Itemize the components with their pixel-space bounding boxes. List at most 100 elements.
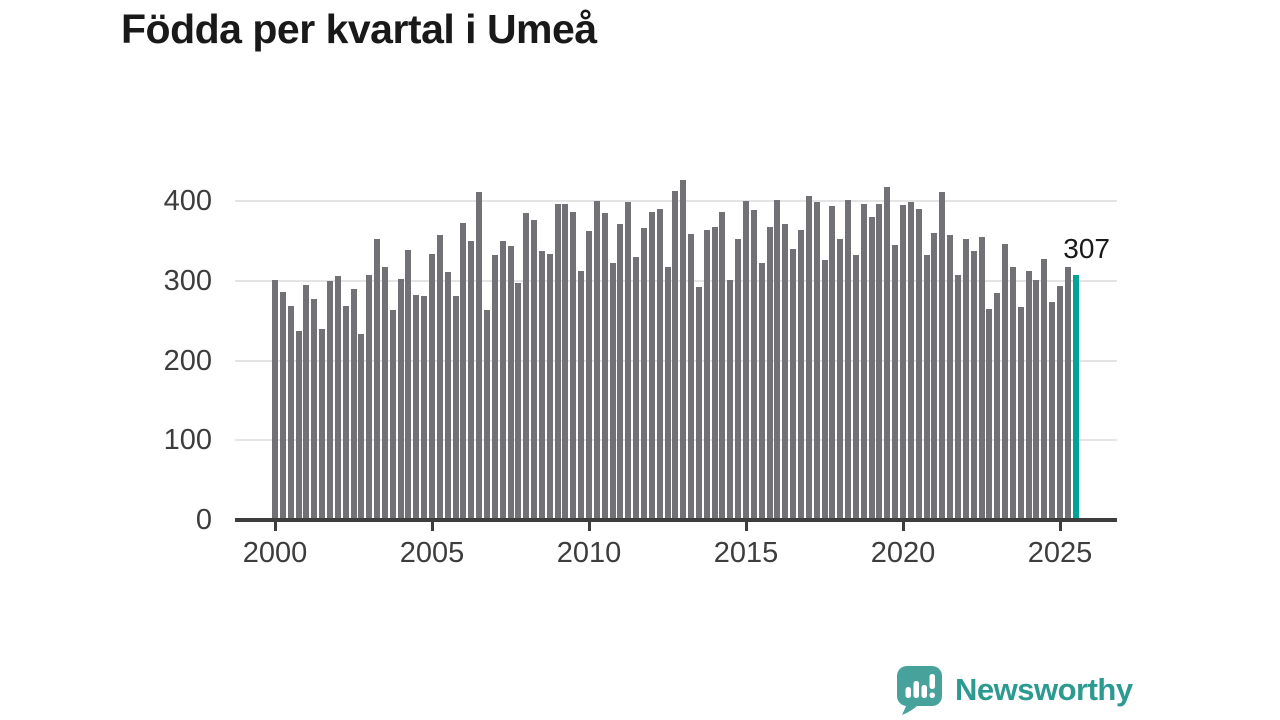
y-axis-tick-label-200: 200 bbox=[163, 344, 212, 377]
x-axis-tick-label-2025: 2025 bbox=[1027, 537, 1093, 569]
bar-2021Q2 bbox=[939, 192, 946, 520]
bar-2008Q4 bbox=[546, 253, 553, 520]
bar-2023Q3 bbox=[1009, 267, 1016, 520]
bar-2015Q3 bbox=[758, 263, 765, 520]
bar-2005Q4 bbox=[452, 296, 459, 520]
bar-2006Q2 bbox=[468, 241, 475, 520]
bar-2024Q2 bbox=[1033, 280, 1040, 520]
bar-2019Q1 bbox=[868, 217, 875, 520]
x-axis-tick-label-2010: 2010 bbox=[556, 537, 622, 569]
bar-2012Q1 bbox=[648, 211, 655, 520]
bar-2004Q1 bbox=[397, 278, 404, 520]
bar-2018Q1 bbox=[837, 238, 844, 520]
bar-2015Q2 bbox=[750, 209, 757, 520]
bar-2015Q4 bbox=[766, 226, 773, 520]
bar-2007Q4 bbox=[515, 283, 522, 520]
bar-2010Q2 bbox=[593, 201, 600, 520]
bar-2022Q2 bbox=[970, 251, 977, 520]
bar-2006Q3 bbox=[476, 191, 483, 520]
bar-2018Q2 bbox=[845, 200, 852, 520]
bar-2012Q4 bbox=[672, 190, 679, 520]
bar-2000Q4 bbox=[295, 331, 302, 520]
bar-2023Q4 bbox=[1017, 307, 1024, 520]
bar-2024Q3 bbox=[1041, 258, 1048, 520]
bar-2010Q4 bbox=[609, 262, 616, 520]
bar-2016Q2 bbox=[782, 224, 789, 520]
bar-2011Q2 bbox=[625, 201, 632, 520]
newsworthy-logo-text: Newsworthy bbox=[955, 672, 1133, 707]
bar-2017Q1 bbox=[805, 195, 812, 520]
bar-2007Q1 bbox=[491, 254, 498, 520]
bar-2022Q4 bbox=[986, 308, 993, 520]
bar-2001Q1 bbox=[303, 284, 310, 520]
bar-2016Q3 bbox=[790, 249, 797, 520]
bar-2008Q2 bbox=[531, 220, 538, 520]
bar-2010Q3 bbox=[601, 213, 608, 520]
bar-2016Q4 bbox=[797, 229, 804, 520]
bar-2009Q2 bbox=[562, 203, 569, 520]
bar-2009Q3 bbox=[570, 211, 577, 520]
x-axis-baseline bbox=[235, 518, 1117, 522]
x-axis-tick-label-2020: 2020 bbox=[870, 537, 936, 569]
bar-2024Q1 bbox=[1025, 271, 1032, 520]
x-axis-tick-label-2000: 2000 bbox=[242, 537, 308, 569]
y-axis-tick-label-100: 100 bbox=[163, 424, 212, 457]
x-axis-tick-label-2015: 2015 bbox=[713, 537, 779, 569]
bar-2013Q1 bbox=[680, 179, 687, 520]
x-axis-tick-2005 bbox=[430, 522, 434, 531]
x-axis-tick-2025 bbox=[1058, 522, 1062, 531]
x-axis-tick-label-2005: 2005 bbox=[399, 537, 465, 569]
bar-2000Q1 bbox=[272, 280, 278, 520]
bar-2017Q3 bbox=[821, 260, 828, 520]
bar-2006Q1 bbox=[460, 222, 467, 520]
bar-2019Q3 bbox=[884, 186, 891, 520]
bar-2013Q4 bbox=[703, 229, 710, 520]
bar-2021Q4 bbox=[954, 275, 961, 520]
bar-2011Q4 bbox=[640, 228, 647, 520]
bar-2014Q2 bbox=[719, 211, 726, 520]
bar-2020Q2 bbox=[907, 201, 914, 520]
bar-2014Q1 bbox=[711, 226, 718, 520]
bar-2007Q3 bbox=[507, 245, 514, 520]
bar-2003Q1 bbox=[366, 274, 373, 520]
bar-2005Q1 bbox=[429, 253, 435, 520]
y-axis-tick-label-400: 400 bbox=[163, 185, 212, 218]
bar-2004Q2 bbox=[405, 249, 412, 520]
bar-2013Q2 bbox=[688, 233, 695, 520]
bar-2002Q4 bbox=[358, 334, 365, 520]
bar-2006Q4 bbox=[483, 309, 490, 520]
bar-2003Q2 bbox=[374, 239, 381, 520]
bar-2012Q3 bbox=[664, 266, 671, 520]
x-axis-tick-2020 bbox=[901, 522, 905, 531]
bar-2018Q4 bbox=[860, 203, 867, 520]
bar-2002Q1 bbox=[334, 276, 341, 520]
bar-2017Q4 bbox=[829, 205, 836, 520]
bar-2011Q1 bbox=[617, 224, 624, 520]
newsworthy-chart-bubble-icon bbox=[897, 666, 942, 715]
bar-2025Q2 bbox=[1064, 267, 1071, 520]
bar-2016Q1 bbox=[774, 200, 781, 520]
bar-2001Q4 bbox=[326, 280, 333, 520]
bar-2009Q1 bbox=[554, 203, 561, 520]
bar-2024Q4 bbox=[1049, 301, 1056, 520]
bar-2003Q3 bbox=[381, 266, 388, 520]
highlighted-bar-value-label: 307 bbox=[1063, 233, 1110, 264]
bar-2008Q1 bbox=[523, 213, 530, 520]
bar-2002Q3 bbox=[350, 288, 357, 520]
x-axis-tick-2010 bbox=[587, 522, 591, 531]
bar-2004Q4 bbox=[421, 296, 428, 520]
bar-2020Q1 bbox=[900, 205, 906, 520]
bar-2005Q2 bbox=[436, 234, 443, 520]
y-axis-tick-label-0: 0 bbox=[195, 504, 212, 536]
bar-2021Q3 bbox=[947, 234, 954, 520]
bar-2018Q3 bbox=[852, 255, 859, 520]
bar-2001Q3 bbox=[319, 328, 326, 520]
newsworthy-logo: Newsworthy bbox=[895, 664, 1133, 716]
bar-2000Q2 bbox=[279, 292, 286, 520]
bar-2025Q1 bbox=[1057, 285, 1063, 520]
bar-2019Q2 bbox=[876, 204, 883, 520]
bar-2013Q3 bbox=[695, 287, 702, 520]
bar-2014Q3 bbox=[727, 280, 734, 520]
bar-2020Q3 bbox=[915, 209, 922, 520]
